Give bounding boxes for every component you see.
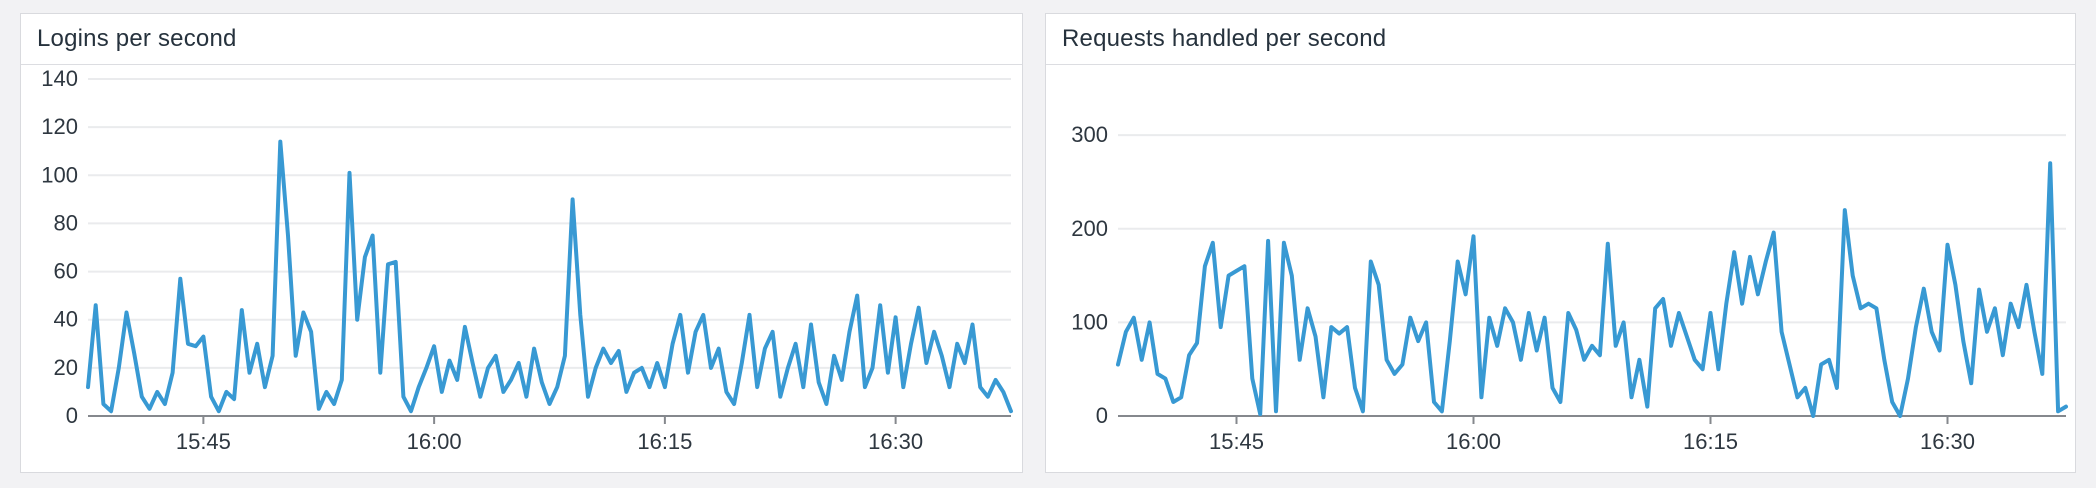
panel-header[interactable]: Requests handled per second	[1046, 14, 2075, 65]
x-axis-tick-label: 16:00	[407, 429, 462, 454]
y-axis-tick-label: 0	[66, 403, 78, 428]
panel-body: 0 100 200 300 15:45 16:00 16:15 16:30	[1046, 65, 2075, 472]
y-axis-tick-label: 100	[41, 162, 78, 187]
panel-title[interactable]: Logins per second	[37, 25, 237, 52]
x-axis-tick-label: 16:30	[868, 429, 923, 454]
panel-body: 0 20 40 60 80 100 120 140 15:45 16:00 16:15 16:30	[21, 65, 1022, 472]
y-axis-tick-label: 140	[41, 66, 78, 91]
x-axis-tick-label: 16:00	[1446, 429, 1501, 454]
logins-time-series-chart[interactable]: 0 20 40 60 80 100 120 140 15:45 16:00 16:15 16:30	[21, 65, 1022, 472]
y-axis-tick-label: 100	[1071, 309, 1108, 334]
x-axis-tick-label: 15:45	[176, 429, 231, 454]
y-axis-tick-label: 20	[54, 355, 78, 380]
panel-header[interactable]: Logins per second	[21, 14, 1022, 65]
requests-time-series-chart[interactable]: 0 100 200 300 15:45 16:00 16:15 16:30	[1046, 65, 2075, 472]
y-axis-tick-label: 120	[41, 114, 78, 139]
y-axis-tick-label: 80	[54, 210, 78, 235]
panel-title[interactable]: Requests handled per second	[1062, 25, 1387, 52]
y-axis-tick-label: 200	[1071, 216, 1108, 241]
y-axis-tick-label: 0	[1096, 403, 1108, 428]
series-line[interactable]	[1116, 161, 2068, 418]
x-axis-tick-label: 16:15	[637, 429, 692, 454]
series-line[interactable]	[86, 139, 1013, 414]
panel-logins-per-second: Logins per second 0 20 40 60 80 100 120 140 15:4…	[20, 13, 1023, 473]
x-axis-tick-label: 15:45	[1209, 429, 1264, 454]
x-axis-tick-label: 16:30	[1920, 429, 1975, 454]
y-axis-tick-label: 300	[1071, 122, 1108, 147]
y-axis-tick-label: 40	[54, 307, 78, 332]
y-axis-tick-label: 60	[54, 259, 78, 284]
x-axis-tick-label: 16:15	[1683, 429, 1738, 454]
panel-requests-per-second: Requests handled per second 0 100 200 300 15…	[1045, 13, 2076, 473]
